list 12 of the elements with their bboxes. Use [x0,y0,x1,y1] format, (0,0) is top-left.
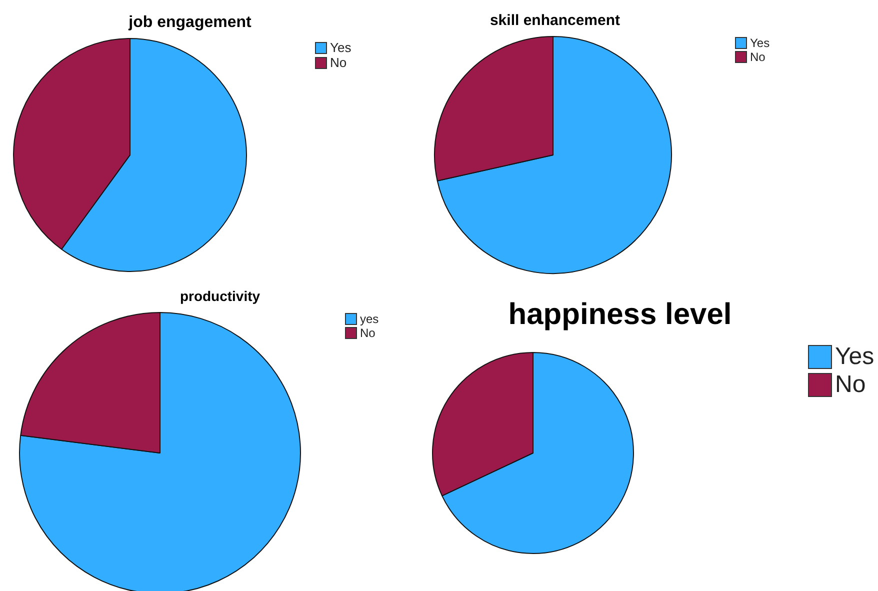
chart-title: productivity [180,288,260,304]
legend-label: Yes [835,343,874,371]
chart-title: skill enhancement [490,12,620,29]
legend-label: Yes [330,40,352,55]
legend-label: yes [360,312,379,326]
chart-title: happiness level [508,298,732,332]
legend-label: No [360,326,376,340]
legend-label: No [750,50,766,64]
chart-title: job engagement [128,14,252,32]
legend-label: Yes [750,36,770,50]
legend-label: No [330,55,347,70]
legend-label: No [835,371,866,399]
